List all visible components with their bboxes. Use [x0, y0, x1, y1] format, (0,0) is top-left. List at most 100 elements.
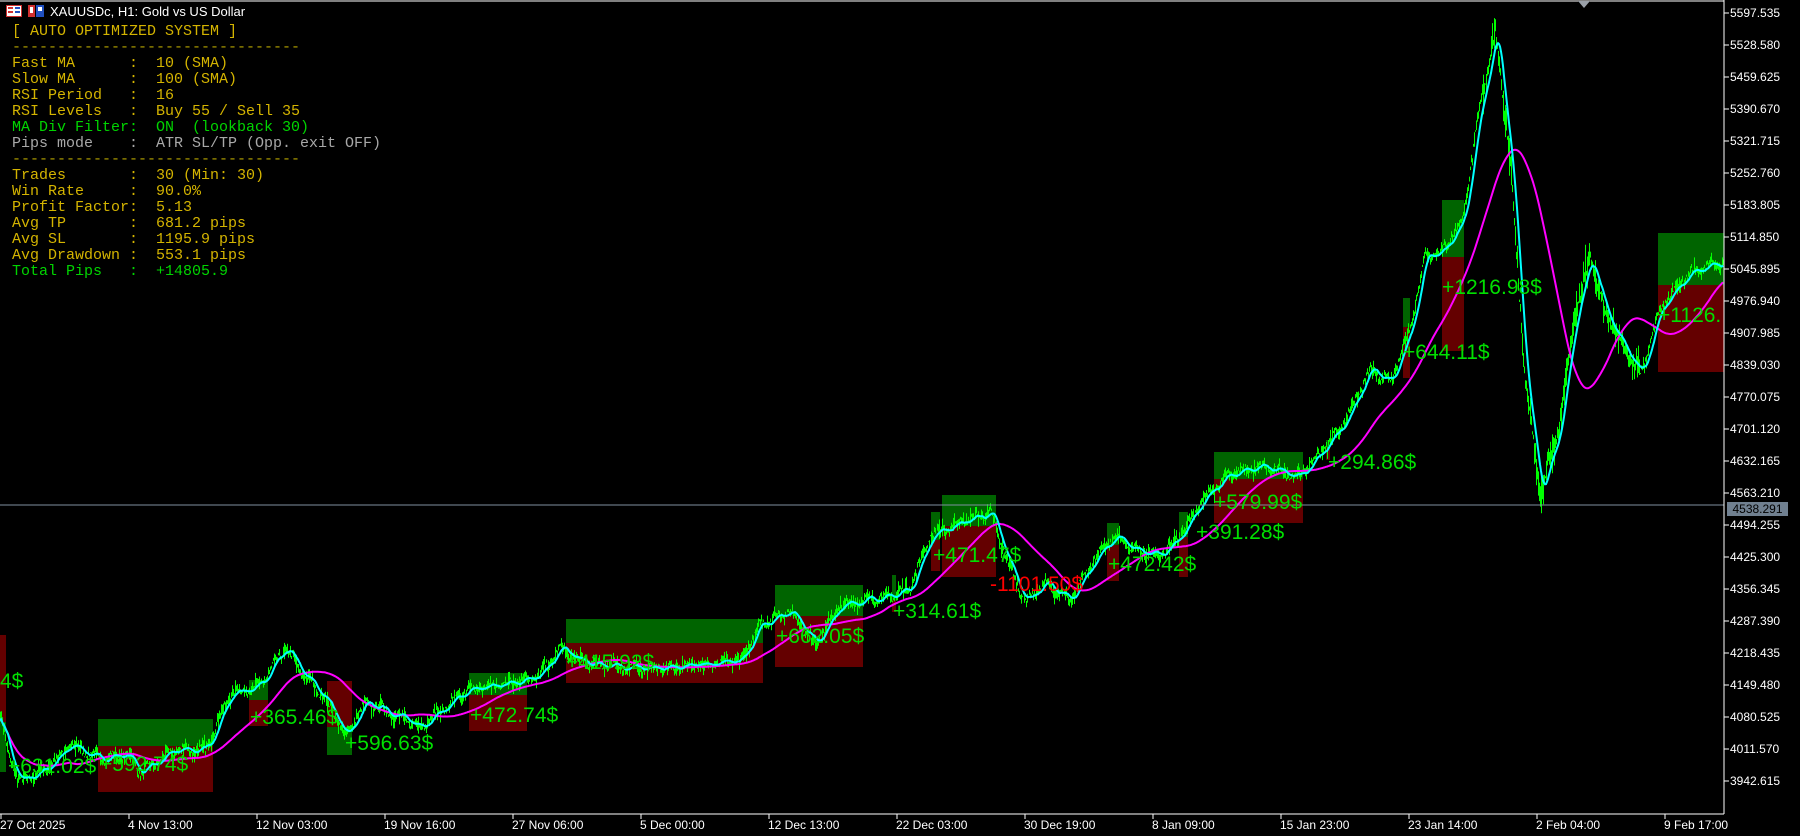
- time-tick-label: 23 Jan 14:00: [1408, 818, 1478, 832]
- chart-title-bar: XAUUSDc, H1: Gold vs US Dollar: [6, 2, 245, 20]
- time-tick-label: 30 Dec 19:00: [1024, 818, 1096, 832]
- panel-line: RSI Period : 16: [12, 87, 175, 104]
- stop-loss-zone: [892, 600, 896, 612]
- price-tick-label: 5114.850: [1730, 230, 1780, 244]
- time-tick-label: 2 Feb 04:00: [1536, 818, 1601, 832]
- panel-line: --------------------------------: [12, 151, 301, 168]
- price-tick-label: 4563.210: [1730, 486, 1781, 500]
- trade-profit-label: +415.92$: [566, 651, 655, 674]
- price-tick-label: 4425.300: [1730, 550, 1781, 564]
- price-tick-label: 4839.030: [1730, 358, 1781, 372]
- stop-loss-zone: [1107, 545, 1119, 581]
- panel-line: Avg TP : 681.2 pips: [12, 215, 247, 232]
- panel-line: Fast MA : 10 (SMA): [12, 55, 229, 72]
- stop-loss-zone: [469, 695, 527, 731]
- trade-profit-label: +471.47$: [933, 544, 1022, 567]
- optimizer-info-panel: [ AUTO OPTIMIZED SYSTEM ] ---------------…: [12, 24, 381, 280]
- current-price-tag: 4538.291: [1727, 502, 1788, 516]
- trade-profit-label: +579.99$: [1214, 491, 1303, 514]
- panel-line: --------------------------------: [12, 39, 301, 56]
- slow-ma-line: [0, 148, 1724, 767]
- window-title: XAUUSDc, H1: Gold vs US Dollar: [50, 3, 246, 19]
- panel-line: RSI Levels : Buy 55 / Sell 35: [12, 103, 301, 120]
- stop-loss-zone: [0, 635, 6, 722]
- panel-line: Total Pips : +14805.9: [12, 263, 229, 280]
- price-tick-label: 4976.940: [1730, 294, 1781, 308]
- trade-profit-label: +592.74$: [100, 753, 189, 776]
- trade-profit-label: +365.46$: [250, 706, 339, 729]
- price-tick-label: 5183.805: [1730, 198, 1781, 212]
- trade-profit-label: +1126.: [1658, 304, 1722, 327]
- trade-profit-label: +631.02$: [8, 755, 97, 778]
- stop-loss-zone: [942, 526, 996, 577]
- time-tick-label: 9 Feb 17:00: [1664, 818, 1729, 832]
- price-tick-label: 4080.525: [1730, 710, 1781, 724]
- time-tick-label: 27 Oct 2025: [0, 818, 66, 832]
- price-tick-label: 4011.570: [1730, 742, 1780, 756]
- price-tick-label: 5252.760: [1730, 166, 1781, 180]
- time-tick-label: 5 Dec 00:00: [640, 818, 705, 832]
- panel-line: Win Rate : 90.0%: [12, 183, 202, 200]
- price-tick-label: 5528.580: [1730, 38, 1781, 52]
- price-tick-label: 4218.435: [1730, 646, 1781, 660]
- price-tick-label: 3942.615: [1730, 774, 1781, 788]
- take-profit-zone: [931, 512, 940, 540]
- trade-profit-label: -1101.50$: [990, 573, 1084, 596]
- fast-ma-line: [0, 41, 1724, 780]
- price-tick-label: 4149.480: [1730, 678, 1781, 692]
- trade-profit-label: +472.74$: [470, 704, 559, 727]
- time-tick-label: 12 Nov 03:00: [256, 818, 328, 832]
- price-tick-label: 5390.670: [1730, 102, 1781, 116]
- price-tick-label: 4907.985: [1730, 326, 1781, 340]
- price-tick-label: 5597.535: [1730, 6, 1781, 20]
- trade-profit-label: +294.86$: [1328, 451, 1417, 474]
- time-tick-label: 4 Nov 13:00: [128, 818, 193, 832]
- price-tick-label: 4701.120: [1730, 422, 1781, 436]
- trade-profit-label: 4$: [0, 670, 24, 693]
- trade-profit-label: +644.11$: [1403, 341, 1490, 364]
- price-tick-label: 5321.715: [1730, 134, 1781, 148]
- time-tick-label: 19 Nov 16:00: [384, 818, 456, 832]
- stop-loss-zone: [1442, 257, 1464, 351]
- take-profit-zone: [1442, 200, 1464, 257]
- trade-profit-label: +1216.98$: [1442, 276, 1542, 299]
- panel-line: Slow MA : 100 (SMA): [12, 71, 238, 88]
- take-profit-zone: [1179, 512, 1188, 537]
- panel-line: [ AUTO OPTIMIZED SYSTEM ]: [12, 23, 238, 40]
- trade-profit-label: +391.28$: [1196, 521, 1285, 544]
- axis-ticks: [0, 12, 1729, 819]
- trade-profit-label: +472.42$: [1108, 553, 1197, 576]
- take-profit-zone: [892, 575, 896, 600]
- trade-profit-label: +314.61$: [893, 600, 982, 623]
- symbol-icon[interactable]: [28, 5, 44, 17]
- price-tick-label: 5045.895: [1730, 262, 1781, 276]
- trade-profit-label: +596.63$: [345, 732, 434, 755]
- time-tick-label: 15 Jan 23:00: [1280, 818, 1350, 832]
- price-tick-label: 5459.625: [1730, 70, 1781, 84]
- price-tick-label: 4770.075: [1730, 390, 1781, 404]
- stop-loss-zone: [1179, 537, 1188, 577]
- panel-line: Profit Factor: 5.13: [12, 199, 193, 216]
- chart-grid-icon[interactable]: [6, 5, 22, 17]
- time-tick-label: 27 Nov 06:00: [512, 818, 584, 832]
- panel-line: Avg Drawdown : 553.1 pips: [12, 247, 247, 264]
- take-profit-zone: [1403, 298, 1410, 327]
- stop-loss-zone: [1403, 327, 1410, 378]
- stop-loss-zone: [931, 540, 940, 571]
- price-tick-label: 4287.390: [1730, 614, 1781, 628]
- panel-line: Pips mode : ATR SL/TP (Opp. exit OFF): [12, 135, 382, 152]
- panel-line: Trades : 30 (Min: 30): [12, 167, 265, 184]
- time-tick-label: 12 Dec 13:00: [768, 818, 840, 832]
- take-profit-zone: [98, 719, 213, 746]
- price-tick-label: 4632.165: [1730, 454, 1781, 468]
- time-tick-label: 22 Dec 03:00: [896, 818, 968, 832]
- price-tick-label: 4494.255: [1730, 518, 1781, 532]
- take-profit-zone: [0, 722, 6, 772]
- take-profit-zone: [566, 619, 763, 643]
- time-tick-label: 8 Jan 09:00: [1152, 818, 1215, 832]
- trade-profit-label: +662.05$: [776, 625, 865, 648]
- scroll-marker-icon[interactable]: [1578, 1, 1590, 8]
- price-tick-label: 4356.345: [1730, 582, 1781, 596]
- panel-line: MA Div Filter: ON (lookback 30): [12, 119, 310, 136]
